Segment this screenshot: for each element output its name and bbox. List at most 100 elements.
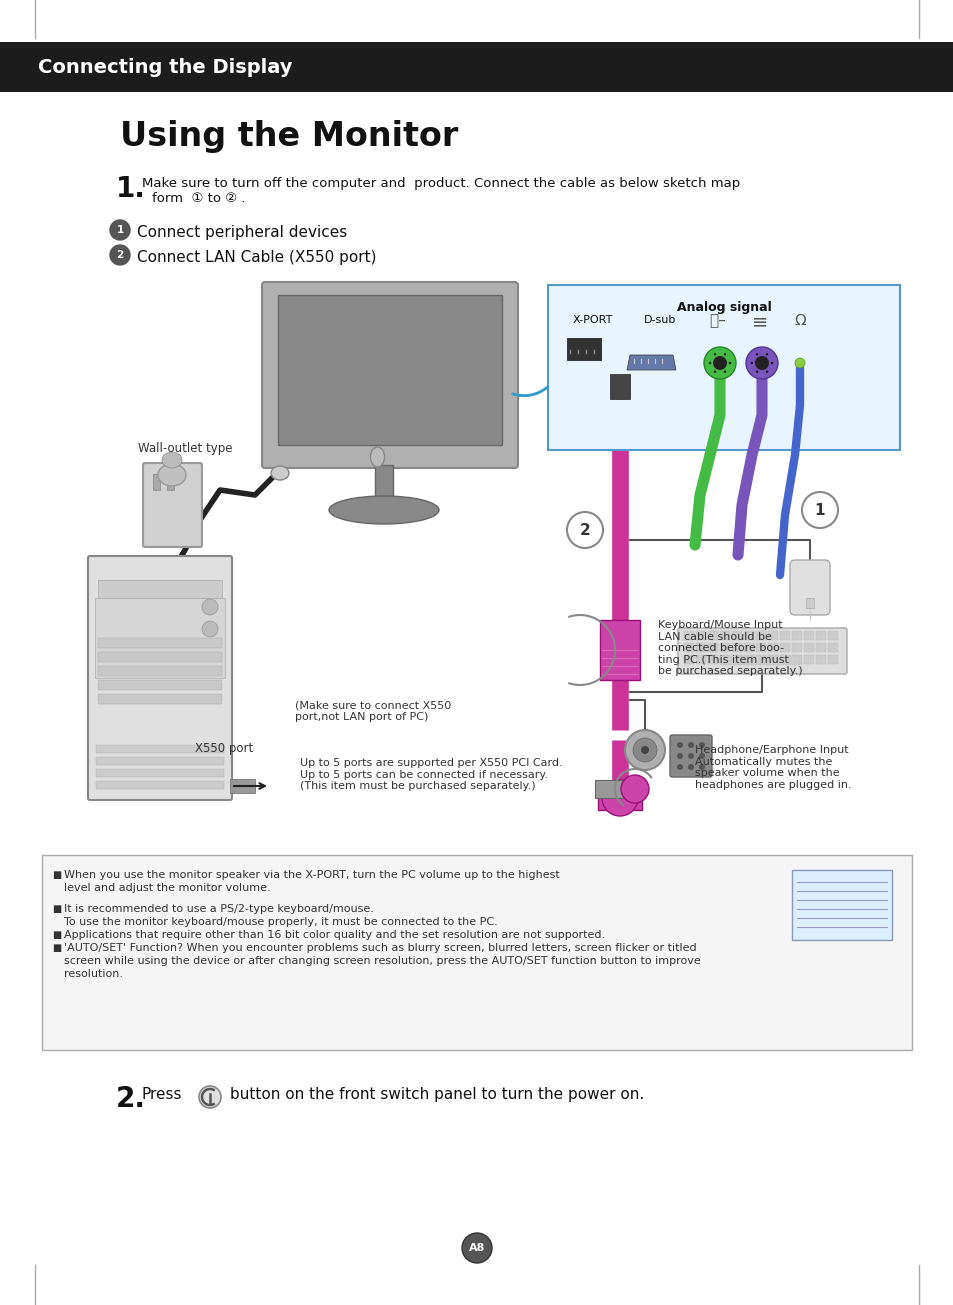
Circle shape xyxy=(755,371,758,373)
Text: Connect peripheral devices: Connect peripheral devices xyxy=(137,224,347,240)
FancyBboxPatch shape xyxy=(669,735,711,776)
Circle shape xyxy=(794,358,804,368)
Circle shape xyxy=(723,354,725,355)
Circle shape xyxy=(765,354,767,355)
Text: Wall-outlet type: Wall-outlet type xyxy=(138,442,233,455)
Bar xyxy=(696,655,705,664)
Circle shape xyxy=(712,356,726,371)
Circle shape xyxy=(713,371,716,373)
Text: level and adjust the monitor volume.: level and adjust the monitor volume. xyxy=(64,883,271,893)
Bar xyxy=(98,694,222,703)
Circle shape xyxy=(677,743,682,748)
Bar xyxy=(780,632,789,639)
Bar xyxy=(98,680,222,690)
Text: 1: 1 xyxy=(116,224,124,235)
Bar xyxy=(731,643,741,652)
Text: Make sure to turn off the computer and  product. Connect the cable as below sket: Make sure to turn off the computer and p… xyxy=(142,177,740,191)
Bar xyxy=(375,465,393,500)
Bar xyxy=(98,666,222,676)
Text: resolution.: resolution. xyxy=(64,970,123,979)
Bar xyxy=(707,632,718,639)
Bar xyxy=(767,655,778,664)
Bar xyxy=(803,632,813,639)
Bar xyxy=(683,655,693,664)
Bar xyxy=(595,780,644,797)
Bar xyxy=(815,643,825,652)
Text: Keyboard/Mouse Input
LAN cable should be
connected before boo-
ting PC.(This ite: Keyboard/Mouse Input LAN cable should be… xyxy=(658,620,801,676)
Circle shape xyxy=(687,753,693,760)
Circle shape xyxy=(687,763,693,770)
Circle shape xyxy=(703,347,735,378)
Circle shape xyxy=(723,371,725,373)
Bar xyxy=(683,643,693,652)
Ellipse shape xyxy=(329,496,438,525)
Bar xyxy=(767,632,778,639)
Circle shape xyxy=(745,347,778,378)
Bar xyxy=(720,656,800,666)
Bar xyxy=(96,757,224,765)
Bar xyxy=(566,338,600,360)
Text: Press: Press xyxy=(142,1087,182,1101)
Text: ■: ■ xyxy=(52,870,61,880)
Bar xyxy=(803,643,813,652)
Bar xyxy=(98,579,222,598)
Bar xyxy=(707,655,718,664)
Text: D-sub: D-sub xyxy=(643,315,676,325)
Text: Connect LAN Cable (X550 port): Connect LAN Cable (X550 port) xyxy=(137,251,376,265)
Bar xyxy=(743,643,753,652)
Circle shape xyxy=(620,775,648,803)
Ellipse shape xyxy=(162,452,182,468)
Ellipse shape xyxy=(370,448,384,467)
Circle shape xyxy=(754,356,768,371)
Bar xyxy=(152,474,160,489)
Text: 2: 2 xyxy=(116,251,124,260)
Bar xyxy=(696,632,705,639)
Text: ⦵–: ⦵– xyxy=(709,313,725,328)
Circle shape xyxy=(461,1233,492,1263)
Text: ■: ■ xyxy=(52,904,61,913)
Text: 1: 1 xyxy=(814,502,824,518)
Bar xyxy=(98,638,222,649)
Circle shape xyxy=(765,371,767,373)
Bar xyxy=(547,284,899,450)
Text: X550 port: X550 port xyxy=(194,743,253,756)
Text: A8: A8 xyxy=(468,1242,485,1253)
Circle shape xyxy=(699,753,704,760)
Circle shape xyxy=(677,763,682,770)
FancyBboxPatch shape xyxy=(143,463,202,547)
Bar xyxy=(731,655,741,664)
Bar xyxy=(95,598,225,679)
Text: X-PORT: X-PORT xyxy=(572,315,613,325)
Text: ■: ■ xyxy=(52,930,61,940)
Bar xyxy=(791,632,801,639)
Bar xyxy=(767,643,778,652)
Bar xyxy=(780,655,789,664)
Text: To use the monitor keyboard/mouse properly, it must be connected to the PC.: To use the monitor keyboard/mouse proper… xyxy=(64,917,497,927)
Bar xyxy=(707,643,718,652)
Text: 1.: 1. xyxy=(116,175,146,204)
Bar xyxy=(815,655,825,664)
Text: ≡: ≡ xyxy=(751,312,767,331)
Bar xyxy=(96,745,224,753)
Bar xyxy=(42,855,911,1051)
Circle shape xyxy=(640,746,648,754)
Bar xyxy=(815,632,825,639)
Text: When you use the monitor speaker via the X-PORT, turn the PC volume up to the hi: When you use the monitor speaker via the… xyxy=(64,870,559,880)
Bar xyxy=(696,643,705,652)
Circle shape xyxy=(713,354,716,355)
Ellipse shape xyxy=(271,466,289,480)
Bar xyxy=(731,632,741,639)
Bar xyxy=(167,474,173,489)
Text: ■: ■ xyxy=(52,944,61,953)
Bar xyxy=(827,655,837,664)
Bar xyxy=(743,632,753,639)
Bar xyxy=(720,655,729,664)
Bar xyxy=(96,769,224,776)
Bar xyxy=(277,295,501,445)
Bar xyxy=(827,643,837,652)
Bar xyxy=(683,632,693,639)
FancyBboxPatch shape xyxy=(789,560,829,615)
Bar xyxy=(599,620,639,680)
Text: form  ① to ② .: form ① to ② . xyxy=(152,192,245,205)
Text: Connecting the Display: Connecting the Display xyxy=(38,57,293,77)
